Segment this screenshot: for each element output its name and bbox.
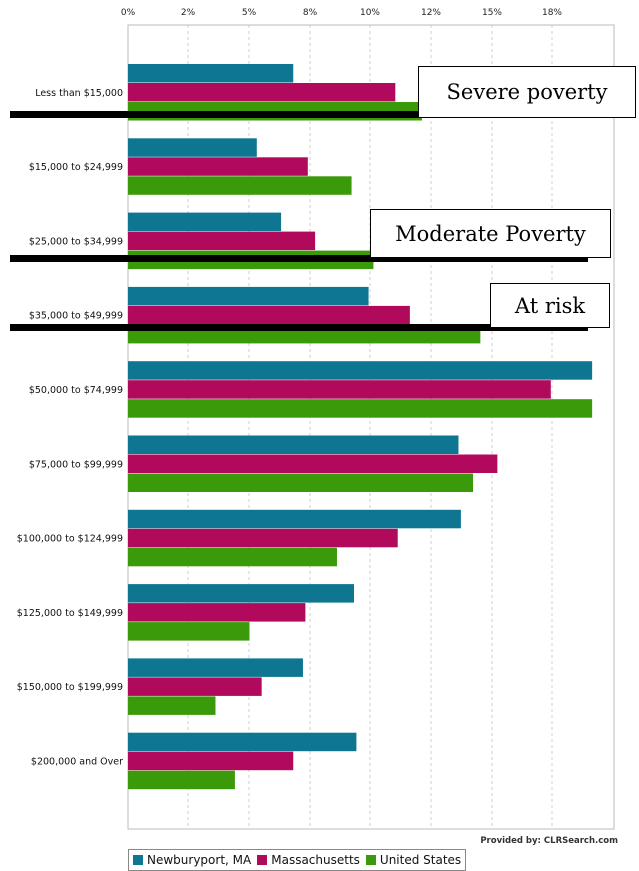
- bar-united-states: [128, 399, 593, 418]
- moderate-poverty-line: [10, 255, 588, 262]
- y-category-label: $35,000 to $49,999: [29, 311, 123, 322]
- bar-massachusetts: [128, 157, 308, 176]
- bar-newburyport-ma: [128, 509, 461, 529]
- legend-swatch-united-states: [365, 855, 376, 865]
- y-category-label: $150,000 to $199,999: [17, 682, 123, 693]
- chart-legend: Newburyport, MA Massachusetts United Sta…: [128, 849, 467, 871]
- x-tick-label: 15%: [482, 8, 502, 18]
- bar-united-states: [128, 547, 337, 567]
- bar-united-states: [128, 473, 474, 492]
- bar-massachusetts: [128, 454, 498, 473]
- bar-newburyport-ma: [128, 435, 459, 454]
- x-tick-label: 0%: [121, 8, 136, 18]
- bar-newburyport-ma: [128, 658, 303, 677]
- y-category-label: $75,000 to $99,999: [29, 459, 123, 470]
- bar-massachusetts: [128, 677, 262, 696]
- bar-massachusetts: [128, 305, 410, 325]
- bar-newburyport-ma: [128, 212, 282, 232]
- y-category-label: $25,000 to $34,999: [29, 236, 123, 247]
- y-category-label: $100,000 to $124,999: [17, 534, 123, 545]
- bar-newburyport-ma: [128, 732, 357, 752]
- y-category-label: $15,000 to $24,999: [29, 162, 123, 173]
- severe-poverty-line: [10, 111, 588, 118]
- y-category-label: Less than $15,000: [35, 88, 123, 99]
- y-category-label: $200,000 and Over: [31, 756, 123, 767]
- legend-swatch-massachusetts: [257, 855, 268, 865]
- bar-massachusetts: [128, 603, 306, 622]
- legend-label-massachusetts: Massachusetts: [271, 853, 360, 867]
- bar-united-states: [128, 696, 216, 715]
- x-tick-label: 12%: [421, 8, 441, 18]
- credit-text: Provided by: CLRSearch.com: [480, 836, 618, 846]
- y-category-label: $125,000 to $149,999: [17, 608, 123, 619]
- bar-united-states: [128, 770, 235, 790]
- legend-swatch-newburyport: [133, 855, 143, 865]
- severe-poverty-label: Severe poverty: [418, 66, 636, 118]
- legend-item-united-states: United States: [365, 853, 462, 867]
- bar-massachusetts: [128, 83, 396, 102]
- bar-massachusetts: [128, 751, 294, 771]
- y-category-label: $50,000 to $74,999: [29, 385, 123, 396]
- legend-label-newburyport: Newburyport, MA: [147, 853, 252, 867]
- x-tick-label: 8%: [303, 8, 318, 18]
- bar-massachusetts: [128, 231, 316, 251]
- legend-label-united-states: United States: [379, 853, 462, 867]
- bar-united-states: [128, 622, 250, 641]
- at-risk-label: At risk: [490, 283, 610, 328]
- bar-newburyport-ma: [128, 286, 369, 306]
- bar-newburyport-ma: [128, 361, 593, 380]
- bar-united-states: [128, 176, 352, 195]
- bar-newburyport-ma: [128, 584, 354, 603]
- bar-massachusetts: [128, 380, 551, 399]
- x-tick-label: 10%: [360, 8, 380, 18]
- moderate-poverty-label: Moderate Poverty: [370, 209, 611, 258]
- bar-newburyport-ma: [128, 138, 257, 157]
- legend-item-massachusetts: Massachusetts: [257, 853, 360, 867]
- x-tick-label: 2%: [181, 8, 196, 18]
- bar-massachusetts: [128, 528, 398, 548]
- x-tick-label: 18%: [542, 8, 562, 18]
- x-tick-label: 5%: [242, 8, 257, 18]
- legend-item-newburyport: Newburyport, MA: [133, 853, 251, 867]
- at-risk-line: [10, 324, 588, 331]
- bar-newburyport-ma: [128, 64, 294, 83]
